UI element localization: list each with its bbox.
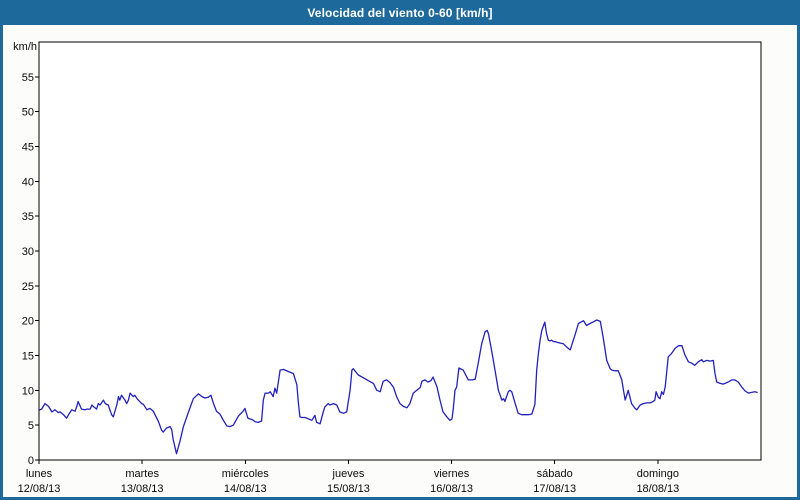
y-tick-label: 30	[22, 246, 34, 258]
y-tick-label: 50	[22, 107, 34, 119]
y-tick-label: 0	[28, 455, 34, 467]
y-tick-label: 15	[22, 351, 34, 363]
x-tick-date-label: 12/08/13	[18, 483, 61, 495]
x-tick-day-label: miércoles	[222, 468, 270, 480]
y-axis-unit-label: km/h	[13, 41, 37, 53]
y-tick-label: 35	[22, 211, 34, 223]
x-tick-date-label: 14/08/13	[224, 483, 267, 495]
x-tick-date-label: 16/08/13	[430, 483, 473, 495]
x-tick-date-label: 13/08/13	[121, 483, 164, 495]
x-tick-day-label: martes	[125, 468, 159, 480]
x-tick-date-label: 18/08/13	[636, 483, 679, 495]
x-tick-day-label: viernes	[434, 468, 470, 480]
y-tick-label: 25	[22, 281, 34, 293]
y-tick-label: 5	[28, 420, 34, 432]
y-tick-label: 55	[22, 72, 34, 84]
window-title: Velocidad del viento 0-60 [km/h]	[307, 6, 493, 20]
x-tick-date-label: 15/08/13	[327, 483, 370, 495]
y-tick-label: 40	[22, 176, 34, 188]
wind-speed-line	[39, 319, 758, 455]
plot-frame	[38, 41, 762, 461]
x-tick-day-label: jueves	[332, 468, 365, 480]
window-titlebar: Velocidad del viento 0-60 [km/h]	[0, 0, 800, 25]
x-tick-date-label: 17/08/13	[533, 483, 576, 495]
y-tick-label: 10	[22, 385, 34, 397]
x-tick-day-label: domingo	[637, 468, 679, 480]
y-tick-label: 20	[22, 316, 34, 328]
x-tick-day-label: sábado	[537, 468, 573, 480]
x-tick-day-label: lunes	[26, 468, 53, 480]
y-tick-label: 45	[22, 142, 34, 154]
